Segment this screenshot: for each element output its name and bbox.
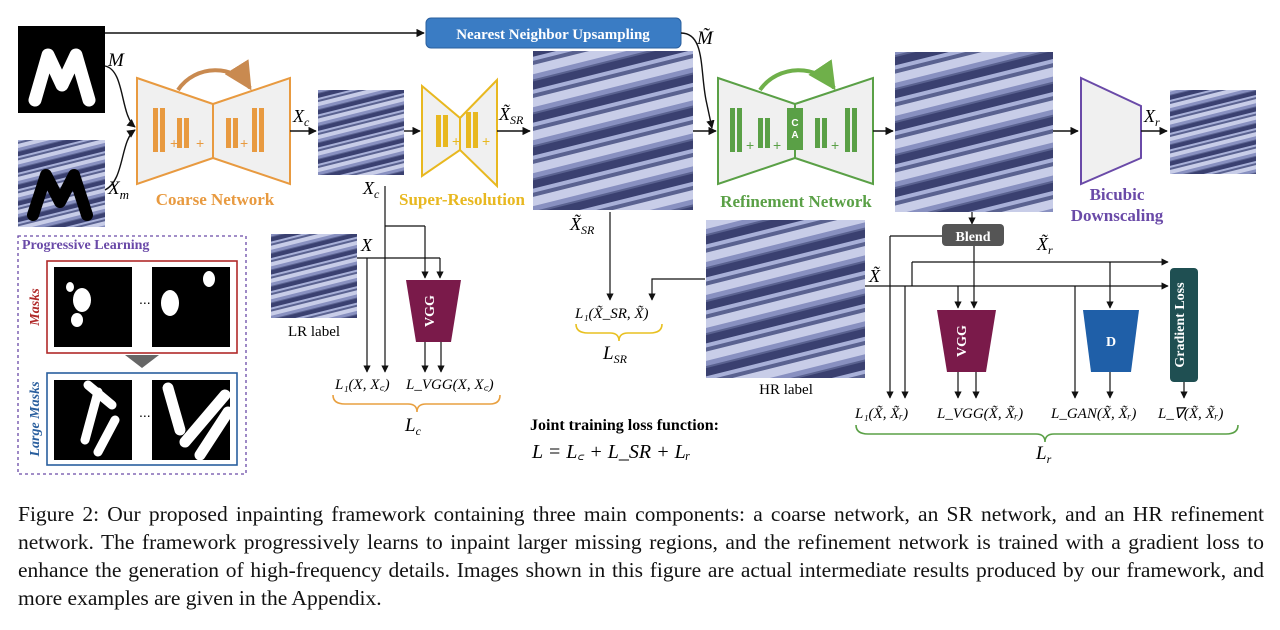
m-tilde-label: M̃ [696,28,714,49]
blend-box [942,224,1004,246]
coarse-output-image [318,90,404,175]
x-tilde-r-label: X̃r [1036,234,1053,257]
masked-arrow [104,129,136,191]
svg-text:+: + [746,137,754,153]
sr-output-image [533,51,693,210]
refinement-network: + + + [717,59,874,186]
mask-arrow [104,65,136,128]
vgg-coarse [406,280,461,342]
svg-text:+: + [831,137,839,153]
bicubic-block [1080,76,1142,186]
sr-network: + + [421,77,498,189]
gradient-loss-label: Gradient Loss [1173,282,1188,368]
svg-text:+: + [196,135,204,151]
coarse-network: + + + [136,59,291,186]
progressive-panel [17,235,247,475]
hr-label-image [706,220,865,378]
brace-sr [575,323,663,342]
refined-output-image [895,52,1053,212]
large-masks-ellipsis: ... [139,404,151,420]
brace-c [332,394,501,413]
joint-title: Joint training loss function: [530,417,719,434]
masked-region [27,169,93,221]
blend-label: Blend [955,230,990,245]
progression-arrow [125,355,159,368]
loss-l1-c: L₁(X, X꜀) [334,377,390,393]
lsr-label: LSR [602,343,628,366]
loss-grad-r: L_∇(X̃, X̃ᵣ) [1157,406,1223,422]
lr-label-text: LR label [288,324,340,340]
discriminator-label: D [1106,335,1116,350]
mask-sample-1 [54,267,132,347]
brace-r [855,424,1239,443]
loss-vgg-r: L_VGG(X̃, X̃ᵣ) [936,406,1023,422]
vgg-coarse-label: VGG [423,295,438,327]
bicubic-label-2: Downscaling [1071,206,1164,225]
mask-shape [28,48,96,107]
joint-formula: L = L꜀ + L_SR + Lᵣ [531,441,691,463]
loss-vgg-c: L_VGG(X, X꜀) [405,377,494,393]
xc-label-below: Xc [362,178,380,201]
upsample-arrow-out [680,32,715,129]
loss-sr: L₁(X̃_SR, X̃) [574,306,649,322]
masks-label: Masks [28,288,43,327]
large-masks-box [46,372,238,466]
svg-text:+: + [170,135,178,151]
progressive-title: Progressive Learning [22,238,149,253]
lr-loss-label: Lr [1035,443,1052,466]
figure-caption: Figure 2: Our proposed inpainting framew… [18,502,1264,610]
discriminator [1083,310,1139,372]
xr-label: Xr [1143,106,1160,129]
vgg-refine [937,310,996,372]
svg-text:+: + [482,133,490,149]
final-output-image [1170,90,1256,174]
masks-box [46,260,238,354]
refine-label: Refinement Network [720,192,872,211]
large-masks-label: Large Masks [28,381,43,458]
coarse-label: Coarse Network [156,190,275,209]
svg-text:+: + [240,135,248,151]
xsr-label-top: X̃SR [498,104,524,127]
gradient-loss-box [1170,268,1198,382]
hr-label-text: HR label [759,382,813,398]
xsr-label-below: X̃SR [569,214,595,237]
svg-text:+: + [773,137,781,153]
input-mask-label: M [107,50,125,71]
xc-label-top: Xc [292,106,310,129]
x-tilde-label: X̃ [868,266,881,286]
svg-text:+: + [452,133,460,149]
upsampling-label: Nearest Neighbor Upsampling [456,27,650,43]
framework-diagram: Nearest Neighbor Upsampling M̃ M Xm + + … [17,17,1256,475]
lr-label-image [271,234,357,318]
masks-ellipsis: ... [139,291,151,307]
bicubic-label-1: Bicubic [1090,185,1145,204]
lc-label: Lc [404,415,422,438]
x-label-lr: X [360,235,373,255]
input-masked-label: Xm [107,178,129,202]
sr-label: Super-Resolution [399,190,525,209]
loss-l1-r: L₁(X̃, X̃ᵣ) [854,406,908,422]
vgg-refine-label: VGG [955,325,970,357]
loss-gan-r: L_GAN(X̃, X̃ᵣ) [1050,406,1136,422]
